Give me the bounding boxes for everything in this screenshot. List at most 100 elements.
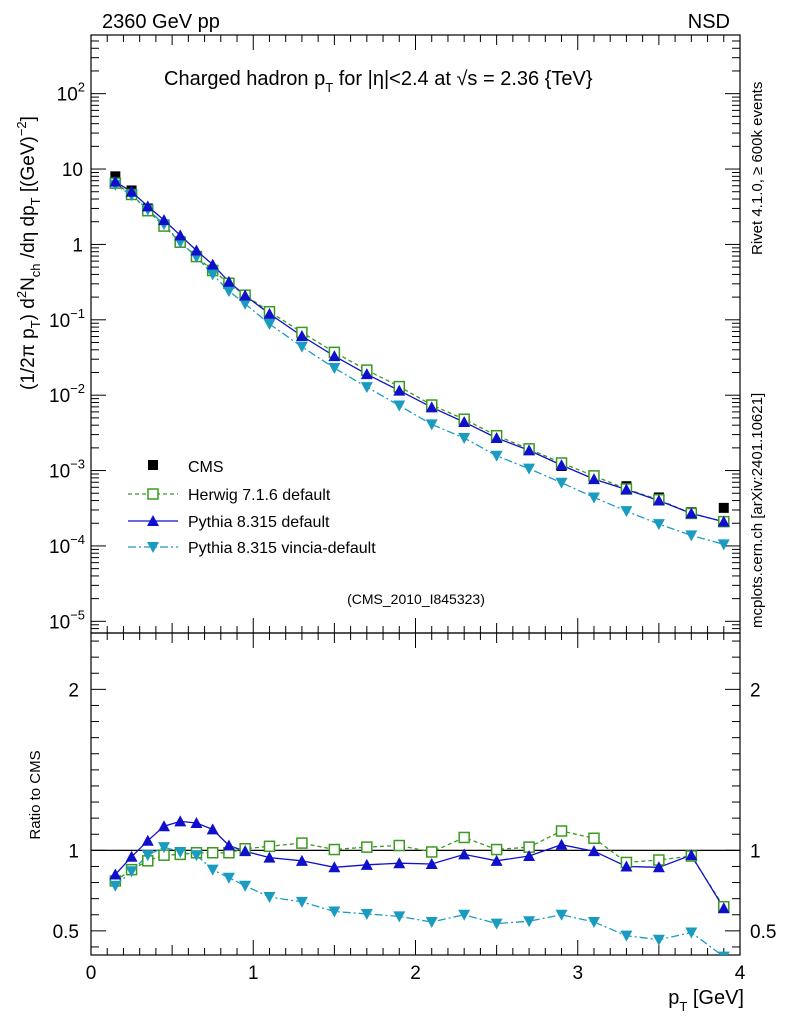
main-point-pythia xyxy=(360,368,373,380)
ratio-point-vincia xyxy=(206,864,219,876)
ratio-point-pythia xyxy=(458,848,471,860)
legend-label-herwig: Herwig 7.1.6 default xyxy=(188,487,331,504)
ratio-point-vincia xyxy=(141,850,154,862)
header-energy: 2360 GeV pp xyxy=(102,11,220,33)
x-tick-label: 0 xyxy=(86,963,97,984)
ratio-point-pythia xyxy=(174,815,187,827)
main-point-pythia xyxy=(620,483,633,495)
main-point-vincia xyxy=(555,477,568,489)
ratio-frame xyxy=(90,632,741,956)
ratio-point-vincia xyxy=(125,866,138,878)
plot-title-mid: for |η|<2.4 at xyxy=(333,68,456,90)
plot-title: Charged hadron pT for |η|<2.4 at √s = 2.… xyxy=(164,68,593,95)
ratio-y-axis-label: Ratio to CMS xyxy=(27,750,44,839)
ratio-point-pythia xyxy=(717,902,730,914)
plot-title-sub: T xyxy=(325,80,333,95)
analysis-tag: (CMS_2010_I845323) xyxy=(347,591,485,607)
main-point-pythia xyxy=(717,515,730,527)
ratio-y-tick-label: 1 xyxy=(68,841,79,862)
main-y-tick-label: 10−1 xyxy=(49,306,85,332)
main-point-vincia xyxy=(523,463,536,475)
ratio-point-vincia xyxy=(555,909,568,921)
plot-title-sqrt: √s xyxy=(456,68,477,90)
ratio-line-herwig xyxy=(114,830,725,908)
ratio-point-pythia xyxy=(555,838,568,850)
x-axis-label-post: [GeV] xyxy=(687,987,744,1009)
main-y-tick-label: 10−5 xyxy=(49,607,85,633)
ratio-point-vincia xyxy=(239,880,252,892)
ratio-point-pythia xyxy=(523,849,536,861)
ratio-data-marks xyxy=(91,815,740,955)
legend-label-cms: CMS xyxy=(188,459,224,476)
legend-marker-cms xyxy=(148,460,158,470)
header-process: NSD xyxy=(688,11,730,33)
main-data-marks xyxy=(109,171,730,551)
ratio-point-herwig xyxy=(458,831,470,844)
ratio-axis-ticks: 0.5 0.5 1 1 2 2 0 1 2 3 4 xyxy=(53,633,776,984)
main-point-cms xyxy=(718,502,729,513)
ratio-point-herwig xyxy=(425,846,438,858)
main-y-tick-label: 10−2 xyxy=(49,381,85,407)
ratio-point-pythia xyxy=(685,849,698,861)
ratio-point-vincia xyxy=(490,918,503,930)
ratio-point-vincia xyxy=(425,916,438,928)
main-point-pythia xyxy=(222,275,235,287)
main-point-vincia xyxy=(393,400,406,412)
ratio-point-pythia xyxy=(620,860,633,872)
main-point-vincia xyxy=(620,506,633,518)
main-point-vincia xyxy=(263,318,276,330)
ratio-point-pythia xyxy=(360,858,373,870)
ratio-point-pythia xyxy=(158,820,171,832)
main-point-pythia xyxy=(393,384,406,396)
main-point-pythia xyxy=(685,507,698,519)
ratio-point-pythia xyxy=(295,854,308,866)
main-y-tick-label: 10 xyxy=(62,160,83,181)
main-point-pythia xyxy=(523,444,536,456)
main-y-tick-label: 10−3 xyxy=(49,457,85,483)
main-point-vincia xyxy=(328,363,341,375)
ratio-point-pythia xyxy=(190,816,203,828)
ratio-point-vincia xyxy=(222,872,235,884)
main-panel: 10−5 10−4 10−3 10−2 10−1 1 10 102 Charged hadro… xyxy=(14,34,741,634)
ratio-point-vincia xyxy=(717,951,730,955)
x-tick-label: 4 xyxy=(735,963,746,984)
ratio-point-pythia xyxy=(206,823,219,835)
mcplots-label: mcplots.cern.ch [arXiv:2401.10621] xyxy=(749,393,766,628)
ratio-point-herwig xyxy=(296,837,308,849)
ratio-point-vincia xyxy=(652,934,665,946)
main-point-pythia xyxy=(652,494,665,506)
ratio-point-vincia xyxy=(295,896,308,908)
main-point-pythia xyxy=(158,214,171,226)
x-axis-label: pT [GeV] xyxy=(668,987,744,1014)
ratio-point-herwig xyxy=(206,847,219,859)
ratio-point-vincia xyxy=(263,892,276,904)
ratio-y-tick-label-right: 0.5 xyxy=(750,922,776,943)
ratio-point-pythia xyxy=(328,861,341,873)
ratio-point-pythia xyxy=(652,861,665,873)
ratio-point-pythia xyxy=(393,857,406,869)
main-point-vincia xyxy=(206,269,219,281)
ratio-point-pythia xyxy=(490,854,503,866)
main-axis-ticks: 10−5 10−4 10−3 10−2 10−1 1 10 102 xyxy=(49,34,741,634)
main-point-vincia xyxy=(295,341,308,353)
x-axis-label-sub: T xyxy=(679,999,687,1014)
ratio-y-tick-label-right: 2 xyxy=(750,680,761,701)
ratio-point-vincia xyxy=(620,930,633,942)
main-point-pythia xyxy=(555,459,568,471)
legend-label-pythia: Pythia 8.315 default xyxy=(188,514,330,531)
main-point-pythia xyxy=(125,185,138,197)
ratio-point-vincia xyxy=(158,842,171,854)
main-point-pythia xyxy=(174,229,187,241)
ratio-point-herwig xyxy=(361,841,373,853)
ratio-point-pythia xyxy=(109,868,122,880)
ratio-point-pythia xyxy=(141,834,154,846)
legend-label-vincia: Pythia 8.315 vincia-default xyxy=(188,540,376,557)
ratio-point-pythia xyxy=(125,850,138,862)
ratio-point-pythia xyxy=(239,845,252,857)
main-point-pythia xyxy=(425,401,438,413)
main-y-axis-label: (1/2π pT) d2Nch /dη dpT [(GeV)−2] xyxy=(14,116,43,390)
main-point-pythia xyxy=(328,350,341,362)
main-point-vincia xyxy=(587,492,600,504)
plot-title-pre: Charged hadron p xyxy=(164,68,325,90)
ratio-point-herwig xyxy=(555,825,568,837)
